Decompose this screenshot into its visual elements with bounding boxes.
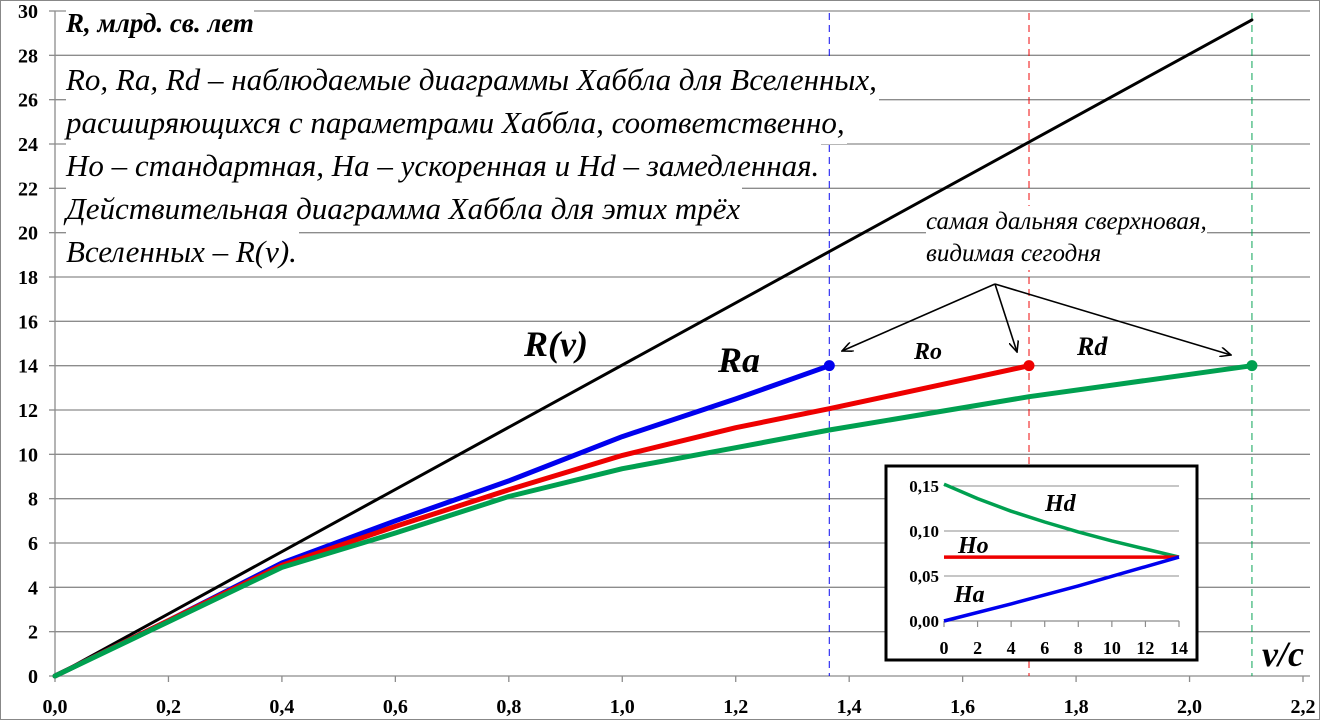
x-tick-label: 1,4	[837, 696, 862, 718]
series-line-Rd	[52, 363, 1255, 679]
inset-series-line-Ha	[943, 555, 1180, 623]
series-label-Rd: Rd	[1077, 332, 1108, 361]
inset-x-tick-label: 0	[940, 638, 949, 658]
y-tick-label: 22	[18, 178, 38, 200]
annotation-arrow	[994, 283, 1231, 355]
x-tick-label: 1,0	[610, 696, 635, 718]
inset-x-tick-label: 2	[973, 638, 982, 658]
description-line: расширяющихся с параметрами Хаббла, соот…	[66, 101, 847, 144]
y-tick-label: 16	[18, 311, 38, 333]
endpoint-marker-Ro	[1023, 360, 1035, 372]
y-tick-label: 0	[28, 666, 38, 688]
x-tick-label: 1,8	[1064, 696, 1089, 718]
inset-y-tick-label: 0,00	[909, 612, 939, 631]
annotation-line: видимая сегодня	[926, 238, 1102, 270]
inset-x-tick-label: 6	[1040, 638, 1049, 658]
x-tick-label: 2,2	[1291, 696, 1316, 718]
inset-series-line-Hd	[943, 482, 1180, 559]
y-tick-label: 8	[28, 489, 38, 511]
description-line: Действительная диаграмма Хаббла для этих…	[66, 187, 743, 230]
supernova-annotation: самая дальняя сверхновая, видимая сегодн…	[926, 206, 1207, 270]
x-tick-label: 1,2	[723, 696, 748, 718]
y-tick-label: 30	[18, 1, 38, 23]
y-tick-label: 26	[18, 90, 38, 112]
y-tick-label: 10	[18, 444, 38, 466]
series-line-Ro	[52, 363, 1032, 679]
inset-x-tick-label: 4	[1007, 638, 1016, 658]
description-line: Вселенных – R(v).	[66, 230, 299, 273]
inset-label-Hd: Hd	[1045, 491, 1076, 517]
x-tick-label: 0,6	[383, 696, 408, 718]
y-tick-label: 18	[18, 267, 38, 289]
x-tick-label: 0,2	[156, 696, 181, 718]
series-label-Rv: R(v)	[524, 324, 588, 364]
description-line: Ho – стандартная, Ha – ускоренная и Hd –…	[66, 144, 822, 187]
y-tick-label: 4	[28, 577, 38, 599]
inset-y-tick-label: 0,10	[909, 522, 939, 541]
y-tick-label: 2	[28, 622, 38, 644]
y-tick-label: 28	[18, 45, 38, 67]
x-tick-label: 0,0	[43, 696, 68, 718]
y-tick-label: 24	[18, 134, 38, 156]
inset-x-tick-label: 10	[1103, 638, 1121, 658]
inset-label-Ha: Ha	[954, 582, 985, 608]
x-axis-label: v/c	[1262, 634, 1304, 674]
series-label-Ro: Ro	[914, 339, 943, 365]
y-tick-label: 12	[18, 400, 38, 422]
y-axis-label: R, млрд. св. лет	[66, 8, 254, 38]
inset-frame	[884, 464, 1199, 662]
description-line: Ro, Ra, Rd – наблюдаемые диаграммы Хаббл…	[66, 58, 879, 101]
inset-x-tick-label: 12	[1136, 638, 1154, 658]
x-tick-label: 0,8	[496, 696, 521, 718]
inset-y-tick-label: 0,15	[909, 477, 939, 496]
description-text: Ro, Ra, Rd – наблюдаемые диаграммы Хаббл…	[66, 58, 879, 273]
series-line-Ra	[52, 363, 832, 679]
y-tick-label: 20	[18, 223, 38, 245]
x-tick-label: 0,4	[269, 696, 294, 718]
annotation-arrow	[842, 283, 996, 351]
inset-y-tick-label: 0,05	[909, 567, 939, 586]
inset-label-Ho: Ho	[958, 533, 989, 559]
y-tick-label: 14	[18, 356, 38, 378]
annotation-line: самая дальняя сверхновая,	[926, 206, 1207, 238]
inset-x-tick-label: 8	[1074, 638, 1083, 658]
x-tick-label: 1,6	[950, 696, 975, 718]
y-tick-label: 6	[28, 533, 38, 555]
endpoint-marker-Rd	[1246, 360, 1258, 372]
series-line-R(v)	[53, 18, 1254, 678]
endpoint-marker-Ra	[823, 360, 835, 372]
annotation-arrow	[994, 283, 1017, 352]
series-label-Ra: Ra	[718, 340, 761, 380]
x-tick-label: 2,0	[1177, 696, 1202, 718]
inset-x-tick-label: 14	[1170, 638, 1188, 658]
